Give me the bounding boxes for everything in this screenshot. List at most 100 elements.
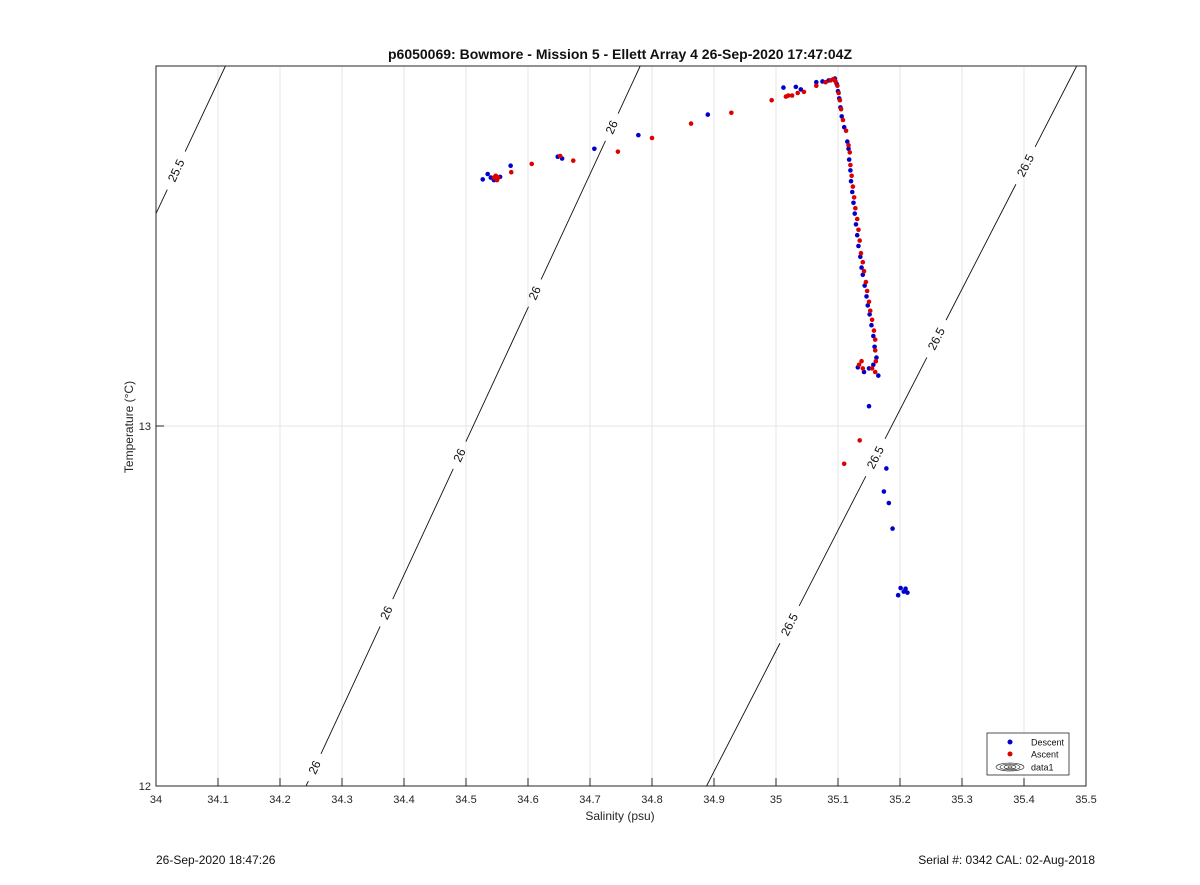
ascent-point bbox=[848, 162, 853, 168]
contour-line bbox=[465, 306, 529, 442]
descent-point bbox=[781, 85, 786, 90]
descent-point bbox=[905, 590, 910, 595]
x-tick-label: 34 bbox=[150, 794, 162, 806]
descent-point bbox=[890, 526, 895, 531]
ascent-point bbox=[854, 216, 860, 222]
contour-label: 26 bbox=[450, 446, 468, 464]
contour-label: 26 bbox=[526, 284, 544, 302]
ascent-point bbox=[869, 366, 875, 371]
contour-label: 26.5 bbox=[864, 444, 887, 471]
contour-line bbox=[392, 468, 454, 600]
ascent-point bbox=[833, 79, 838, 84]
contour-label: 26.5 bbox=[1014, 152, 1037, 179]
ascent-point bbox=[847, 150, 853, 155]
x-tick-label: 34.2 bbox=[269, 794, 290, 806]
contour-line bbox=[540, 140, 606, 280]
contour-line bbox=[884, 357, 928, 440]
descent-point bbox=[480, 177, 486, 182]
descent-point bbox=[636, 132, 641, 138]
legend-contour-icon bbox=[999, 763, 1021, 771]
ascent-point bbox=[835, 83, 840, 89]
descent-point bbox=[845, 139, 850, 144]
footer-serial-cal: Serial #: 0342 CAL: 02-Aug-2018 bbox=[918, 853, 1095, 867]
legend-label: Descent bbox=[1031, 738, 1065, 748]
legend: Descent Ascent data1 bbox=[986, 732, 1070, 776]
x-tick-label: 34.7 bbox=[579, 794, 600, 806]
descent-point bbox=[846, 157, 852, 162]
ascent-point bbox=[856, 227, 861, 233]
legend-contour-icon bbox=[995, 762, 1025, 772]
descent-point bbox=[859, 265, 864, 270]
descent-point bbox=[867, 312, 872, 317]
ascent-point bbox=[857, 238, 862, 243]
ascent-point bbox=[860, 366, 866, 371]
ascent-point bbox=[843, 128, 849, 134]
contour-line bbox=[706, 643, 781, 787]
descent-point bbox=[860, 272, 866, 278]
descent-point bbox=[851, 200, 856, 206]
ascent-point bbox=[872, 369, 878, 375]
x-tick-label: 34.5 bbox=[455, 794, 476, 806]
ascent-point bbox=[861, 268, 867, 274]
x-tick-label: 35.3 bbox=[951, 794, 972, 806]
contour-line bbox=[320, 626, 381, 754]
descent-point bbox=[871, 362, 876, 368]
descent-point bbox=[886, 500, 892, 506]
descent-point bbox=[853, 222, 859, 227]
descent-point bbox=[861, 369, 867, 375]
descent-point bbox=[856, 243, 861, 249]
contour-label: 26 bbox=[377, 604, 395, 622]
descent-point bbox=[848, 178, 854, 184]
x-tick-label: 35.4 bbox=[1013, 794, 1034, 806]
descent-point bbox=[864, 294, 869, 299]
ascent-point bbox=[846, 142, 851, 148]
ascent-point bbox=[866, 299, 872, 305]
contour-line bbox=[305, 780, 309, 787]
x-tick-label: 34.3 bbox=[331, 794, 352, 806]
descent-point bbox=[849, 189, 855, 195]
chart-title: p6050069: Bowmore - Mission 5 - Ellett A… bbox=[388, 46, 852, 62]
descent-point bbox=[872, 344, 877, 350]
descent-point bbox=[854, 232, 860, 238]
y-axis-label: Temperature (°C) bbox=[122, 381, 136, 473]
descent-point bbox=[508, 163, 513, 169]
ascent-point bbox=[872, 348, 878, 353]
contour-line bbox=[617, 65, 641, 114]
ascent-point bbox=[814, 83, 819, 89]
legend-marker-descent bbox=[1007, 739, 1013, 745]
ascent-point bbox=[872, 337, 878, 342]
x-tick-label: 35.5 bbox=[1075, 794, 1096, 806]
descent-point bbox=[865, 303, 871, 308]
ascent-point bbox=[864, 288, 870, 294]
ascent-point bbox=[837, 97, 843, 103]
contour-line bbox=[1034, 65, 1078, 148]
ascent-point bbox=[769, 97, 774, 103]
x-tick-label: 34.6 bbox=[517, 794, 538, 806]
ascent-point bbox=[871, 328, 877, 333]
descent-point bbox=[869, 322, 874, 328]
contour-label: 26.5 bbox=[778, 611, 801, 638]
descent-point bbox=[848, 168, 853, 173]
contour-line bbox=[945, 184, 1017, 321]
descent-point bbox=[798, 87, 804, 92]
ascent-point bbox=[789, 93, 795, 98]
contour-label: 26 bbox=[603, 118, 621, 136]
descent-point bbox=[903, 586, 908, 592]
ascent-point bbox=[860, 259, 866, 265]
descent-point bbox=[858, 254, 863, 260]
descent-point bbox=[839, 114, 845, 119]
legend-contour-icon bbox=[1007, 765, 1013, 769]
ascent-point bbox=[857, 438, 862, 443]
descent-point bbox=[852, 211, 858, 216]
descent-point bbox=[881, 489, 887, 494]
ascent-point bbox=[863, 279, 869, 285]
descent-point bbox=[705, 112, 711, 117]
ascent-point bbox=[557, 153, 563, 159]
ascent-point bbox=[508, 169, 514, 175]
ascent-point bbox=[649, 135, 655, 141]
descent-point bbox=[862, 283, 867, 288]
x-tick-label: 35.1 bbox=[827, 794, 848, 806]
descent-point bbox=[485, 171, 491, 177]
ascent-point bbox=[867, 308, 873, 314]
